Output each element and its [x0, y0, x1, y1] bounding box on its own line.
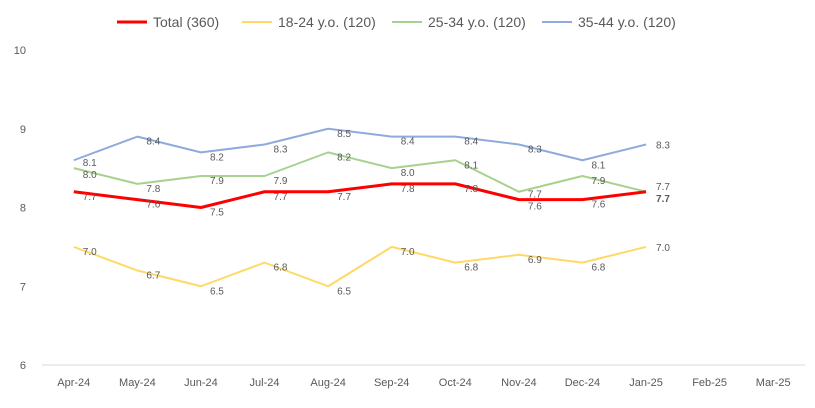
series-line-0 [73, 182, 647, 209]
data-label: 8.1 [464, 160, 478, 171]
series-line-3 [73, 127, 647, 162]
data-label: 7.7 [83, 192, 97, 203]
data-label: 6.5 [337, 286, 351, 297]
data-label: 7.0 [656, 243, 670, 254]
data-label: 7.8 [401, 184, 415, 195]
legend-label: Total (360) [153, 14, 219, 30]
data-label: 7.6 [591, 200, 605, 211]
data-label: 7.8 [464, 184, 478, 195]
x-tick-label: Nov-24 [501, 377, 536, 389]
data-label: 8.3 [528, 145, 542, 156]
y-tick-label: 8 [20, 203, 26, 215]
x-tick-label: Sep-24 [374, 377, 409, 389]
data-label: 7.0 [83, 247, 97, 258]
y-tick-label: 9 [20, 124, 26, 136]
series-line-2 [73, 151, 647, 193]
data-label: 8.3 [274, 145, 288, 156]
data-label: 7.8 [146, 184, 160, 195]
y-tick-label: 7 [20, 281, 26, 293]
data-label: 8.0 [83, 170, 97, 181]
data-label: 6.9 [528, 255, 542, 266]
data-label: 8.3 [656, 141, 670, 152]
data-label: 7.7 [337, 192, 351, 203]
data-label: 7.9 [210, 176, 224, 187]
y-tick-label: 10 [14, 45, 26, 57]
x-tick-label: Jul-24 [250, 377, 280, 389]
data-label: 7.7 [528, 190, 542, 201]
data-label: 7.0 [401, 247, 415, 258]
legend-label: 18-24 y.o. (120) [278, 14, 376, 30]
data-label: 8.4 [146, 137, 160, 148]
data-label: 6.7 [146, 271, 160, 282]
x-tick-label: Feb-25 [692, 377, 727, 389]
data-label: 8.5 [337, 129, 351, 140]
data-label: 7.5 [210, 208, 224, 219]
data-label: 6.8 [591, 263, 605, 274]
x-tick-label: Oct-24 [439, 377, 472, 389]
x-tick-label: Jun-24 [184, 377, 218, 389]
data-label: 8.1 [83, 158, 97, 169]
x-tick-label: Aug-24 [310, 377, 345, 389]
y-tick-label: 6 [20, 360, 26, 372]
x-tick-label: Dec-24 [565, 377, 600, 389]
data-label: 8.1 [591, 160, 605, 171]
data-label: 8.2 [337, 152, 351, 163]
data-label: 8.4 [464, 137, 478, 148]
x-tick-label: Mar-25 [756, 377, 791, 389]
x-tick-label: May-24 [119, 377, 156, 389]
data-label: 8.0 [401, 168, 415, 179]
data-label: 6.8 [274, 263, 288, 274]
x-tick-label: Jan-25 [629, 377, 663, 389]
legend-label: 25-34 y.o. (120) [428, 14, 526, 30]
data-label: 6.5 [210, 286, 224, 297]
data-label: 6.8 [464, 263, 478, 274]
data-label: 7.9 [274, 176, 288, 187]
data-label: 8.4 [401, 137, 415, 148]
data-label: 7.9 [591, 176, 605, 187]
data-label: 7.7 [656, 182, 670, 193]
data-label: 7.7 [656, 194, 670, 205]
data-label: 7.7 [274, 192, 288, 203]
series-line-1 [73, 245, 647, 288]
x-tick-label: Apr-24 [57, 377, 90, 389]
data-label: 7.6 [146, 200, 160, 211]
legend-label: 35-44 y.o. (120) [578, 14, 676, 30]
data-label: 8.2 [210, 152, 224, 163]
data-label: 7.6 [528, 202, 542, 213]
